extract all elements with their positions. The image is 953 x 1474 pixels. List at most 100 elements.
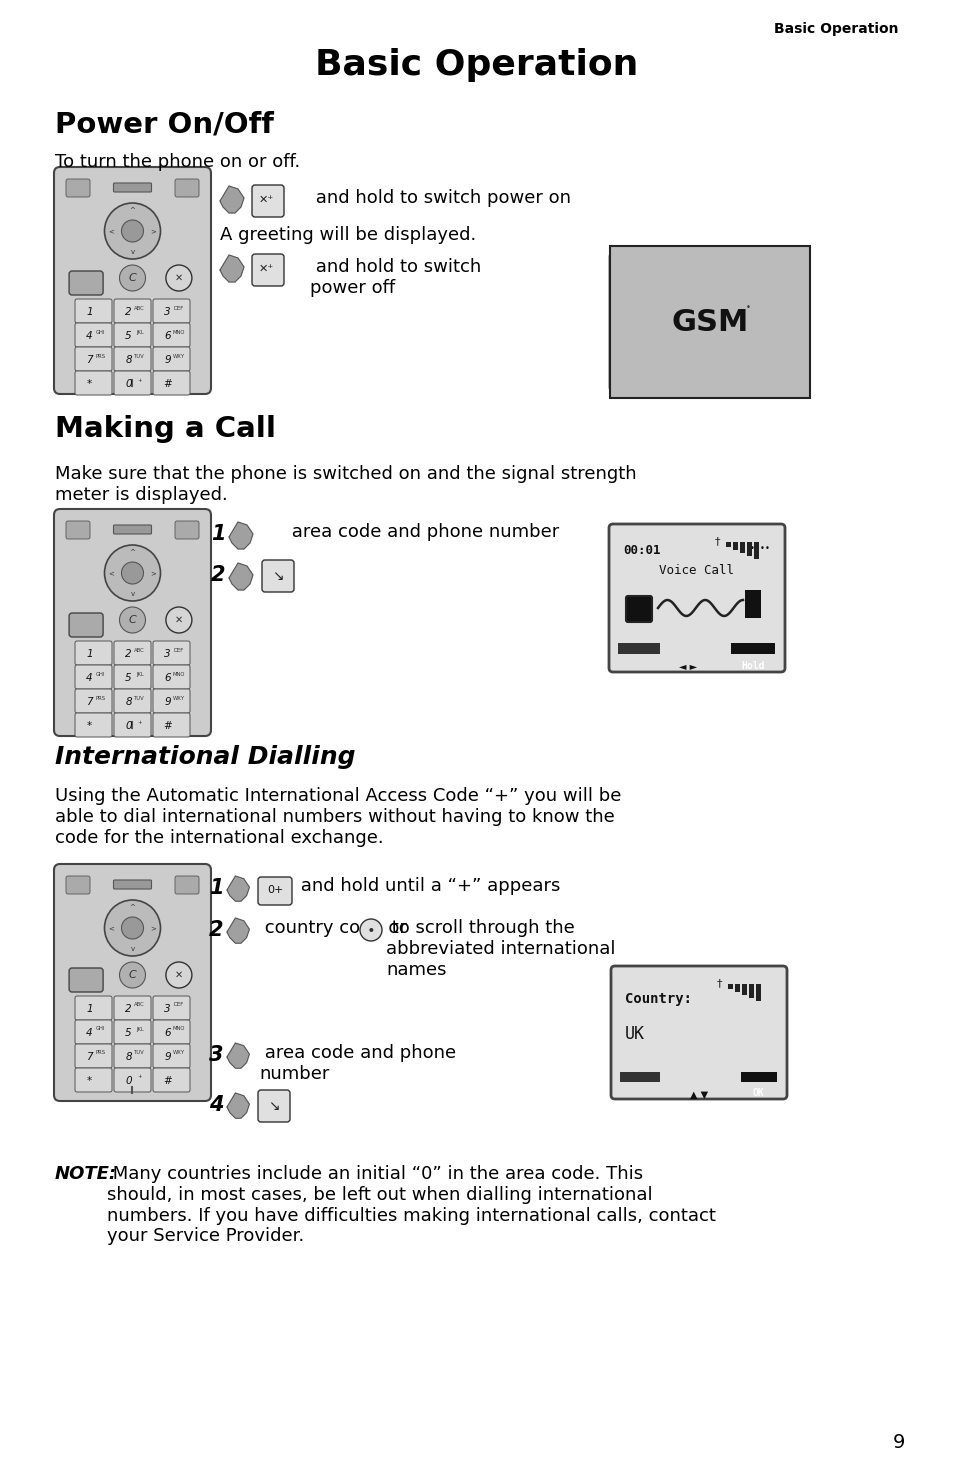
Circle shape	[105, 901, 160, 957]
Text: Country:: Country:	[624, 992, 691, 1005]
Text: ▲ ▼: ▲ ▼	[689, 1089, 707, 1100]
FancyBboxPatch shape	[152, 1020, 190, 1044]
Text: 7: 7	[86, 355, 92, 366]
Text: PRS: PRS	[95, 354, 106, 358]
Text: v: v	[131, 946, 134, 952]
Bar	[755, 985, 760, 1001]
Text: ✕: ✕	[174, 273, 183, 283]
Circle shape	[121, 562, 143, 584]
Text: ↘: ↘	[272, 569, 283, 584]
FancyBboxPatch shape	[152, 1044, 190, 1069]
Text: DEF: DEF	[173, 647, 184, 653]
Text: <: <	[109, 926, 114, 932]
Text: International Dialling: International Dialling	[55, 744, 355, 769]
Circle shape	[119, 265, 146, 290]
Text: 7: 7	[86, 697, 92, 708]
Text: 6: 6	[164, 674, 171, 682]
Polygon shape	[229, 522, 253, 548]
Text: and hold until a “+” appears: and hold until a “+” appears	[294, 877, 559, 895]
Text: MNO: MNO	[172, 330, 185, 335]
Text: TUV: TUV	[134, 1051, 145, 1055]
Text: +: +	[137, 1075, 142, 1079]
Text: UK: UK	[624, 1024, 644, 1044]
Polygon shape	[220, 255, 244, 282]
Text: To turn the phone on or off.: To turn the phone on or off.	[55, 153, 300, 171]
Text: ABC: ABC	[134, 305, 145, 311]
FancyBboxPatch shape	[113, 688, 151, 713]
FancyBboxPatch shape	[257, 1089, 290, 1122]
Text: area code and phone number: area code and phone number	[286, 523, 558, 541]
Text: DEF: DEF	[173, 305, 184, 311]
Text: 4: 4	[209, 1095, 223, 1114]
FancyBboxPatch shape	[113, 183, 152, 192]
Text: 1: 1	[209, 879, 223, 898]
Text: v: v	[131, 591, 134, 597]
FancyBboxPatch shape	[75, 346, 112, 371]
Text: Making a Call: Making a Call	[55, 416, 275, 444]
Text: 2: 2	[125, 307, 132, 317]
Text: ABC: ABC	[134, 1002, 145, 1008]
Text: WXY: WXY	[172, 354, 185, 358]
FancyBboxPatch shape	[152, 665, 190, 688]
Circle shape	[359, 918, 381, 940]
Circle shape	[618, 277, 714, 373]
Text: *: *	[87, 1076, 92, 1086]
Text: ^: ^	[130, 904, 135, 909]
FancyBboxPatch shape	[257, 877, 292, 905]
Text: 1: 1	[211, 523, 225, 544]
Text: GSM: GSM	[671, 308, 748, 336]
Text: ^: ^	[130, 548, 135, 556]
FancyBboxPatch shape	[113, 1020, 151, 1044]
FancyBboxPatch shape	[152, 346, 190, 371]
Text: 6: 6	[164, 332, 171, 340]
Text: •: •	[745, 302, 750, 311]
FancyBboxPatch shape	[75, 665, 112, 688]
Circle shape	[105, 203, 160, 259]
Text: Voice Call: Voice Call	[659, 565, 734, 576]
FancyBboxPatch shape	[69, 613, 103, 637]
Text: 5: 5	[125, 674, 132, 682]
Text: >: >	[151, 926, 156, 932]
Text: #: #	[163, 1076, 172, 1086]
FancyBboxPatch shape	[69, 271, 103, 295]
Text: ↘: ↘	[268, 1100, 279, 1113]
Text: Hold: Hold	[740, 660, 764, 671]
Text: 00:01: 00:01	[622, 544, 659, 557]
Text: 4: 4	[86, 332, 92, 340]
Bar	[740, 542, 744, 553]
Text: C: C	[129, 615, 136, 625]
FancyBboxPatch shape	[152, 996, 190, 1020]
Circle shape	[119, 607, 146, 632]
Polygon shape	[229, 563, 253, 590]
FancyBboxPatch shape	[625, 595, 651, 622]
Text: 2: 2	[211, 565, 225, 585]
Text: 8: 8	[125, 1052, 132, 1061]
Text: >: >	[151, 228, 156, 234]
FancyBboxPatch shape	[113, 665, 151, 688]
FancyBboxPatch shape	[75, 299, 112, 323]
FancyBboxPatch shape	[113, 525, 152, 534]
Polygon shape	[227, 876, 249, 901]
FancyBboxPatch shape	[252, 254, 284, 286]
FancyBboxPatch shape	[54, 167, 211, 394]
Bar	[730, 643, 774, 654]
Text: OK: OK	[752, 1088, 764, 1098]
Bar	[732, 542, 738, 550]
Text: ABC: ABC	[134, 647, 145, 653]
FancyBboxPatch shape	[113, 323, 151, 346]
FancyBboxPatch shape	[113, 880, 152, 889]
FancyBboxPatch shape	[66, 520, 90, 539]
FancyBboxPatch shape	[152, 299, 190, 323]
Bar	[753, 542, 759, 559]
Text: WXY: WXY	[172, 1051, 185, 1055]
Text: 3: 3	[164, 1004, 171, 1014]
Bar	[748, 985, 753, 998]
Text: 2: 2	[209, 920, 223, 940]
FancyBboxPatch shape	[75, 641, 112, 665]
Text: <: <	[109, 570, 114, 576]
Text: ✕⁺: ✕⁺	[259, 196, 274, 206]
Text: to scroll through the
abbreviated international
names: to scroll through the abbreviated intern…	[386, 918, 615, 979]
FancyBboxPatch shape	[174, 520, 199, 539]
Text: <: <	[109, 228, 114, 234]
Text: 3: 3	[164, 307, 171, 317]
